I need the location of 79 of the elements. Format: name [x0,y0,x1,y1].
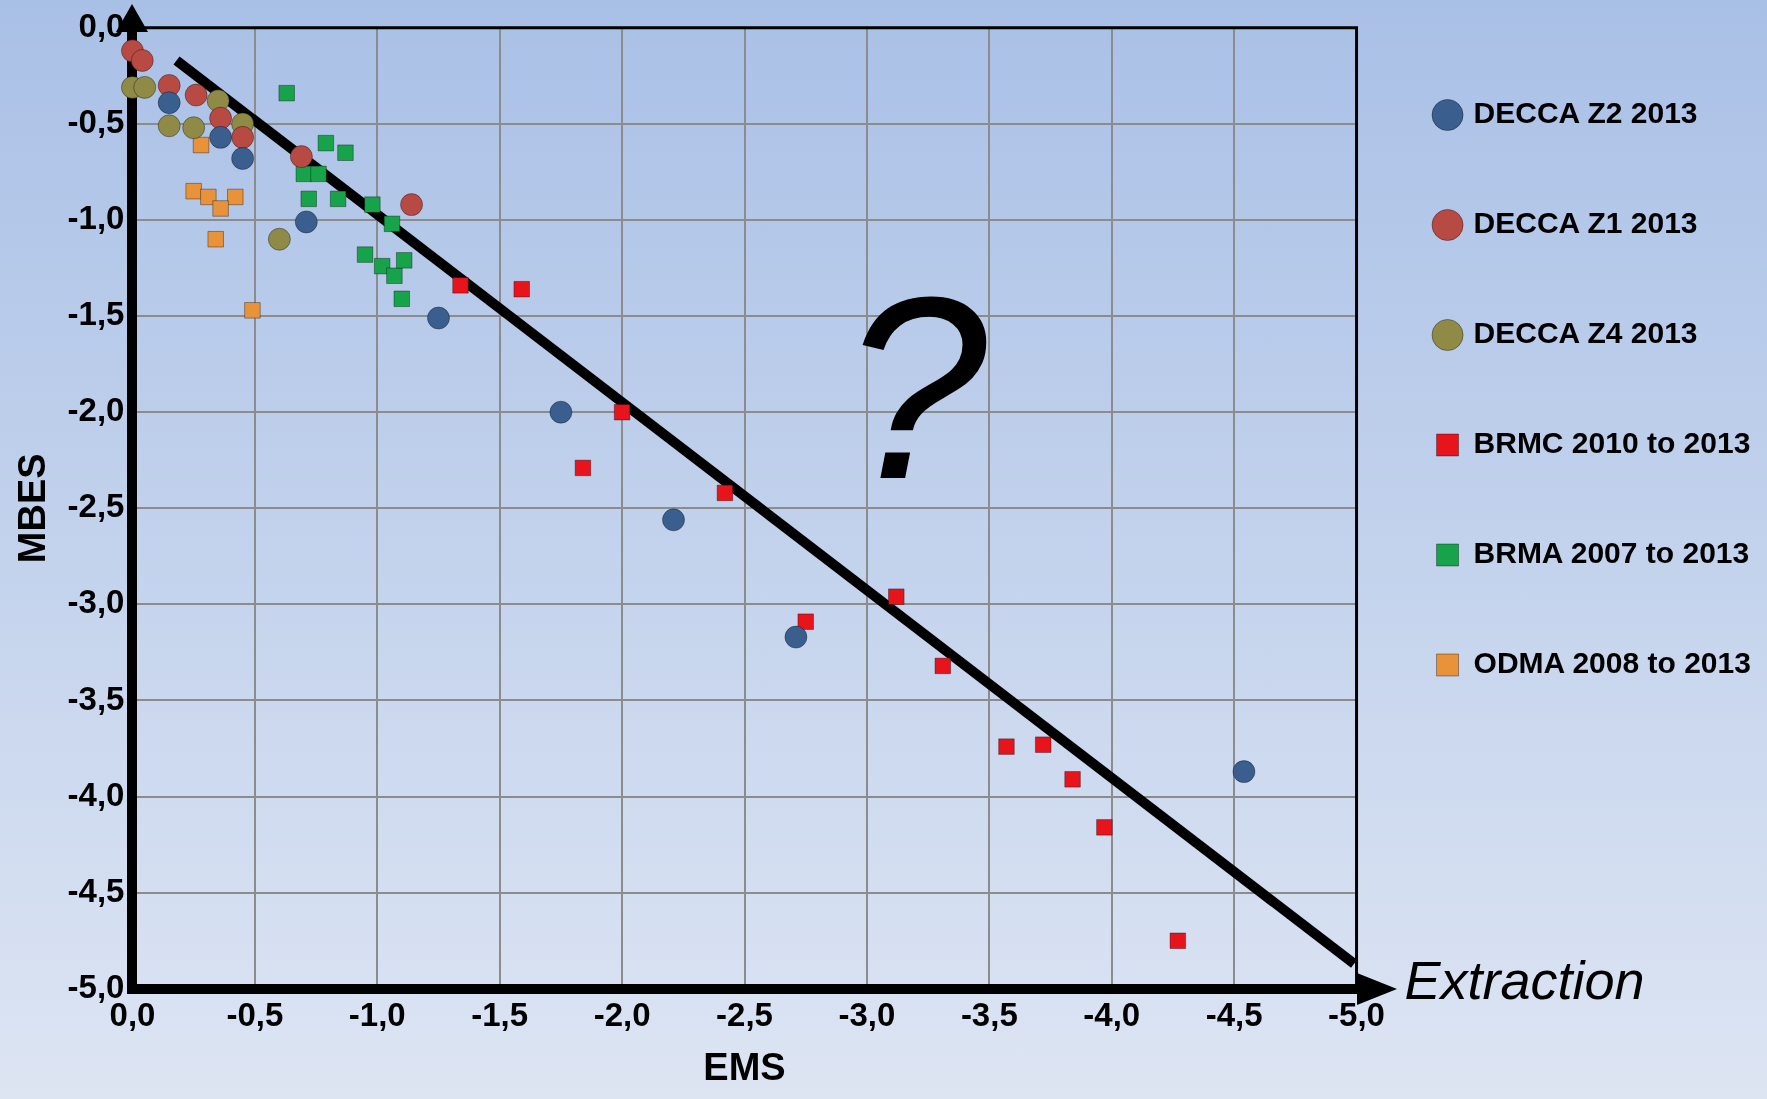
point [888,588,905,605]
point [278,84,295,102]
point [209,106,233,130]
point [184,83,208,107]
point [329,190,347,208]
point [133,75,157,99]
x-tick-label: -3,5 [960,995,1018,1033]
point [267,227,291,251]
point [613,403,631,421]
legend-label: DECCA Z2 2013 [1473,96,1698,130]
point [1034,736,1052,753]
x-tick-label: -4,5 [1205,995,1263,1033]
point [426,306,450,330]
legend-label: BRMA 2007 to 2013 [1473,536,1750,570]
point [231,125,255,149]
y-tick-label: -3,5 [67,679,125,717]
point [1169,932,1187,950]
x-axis-title: EMS [703,1045,786,1088]
x-tick-label: -4,0 [1083,995,1141,1033]
point [300,190,318,208]
point [157,114,181,138]
point [209,125,233,149]
point [549,400,573,424]
x-tick-label: -2,5 [716,995,773,1033]
point [998,738,1015,755]
y-tick-label: -1,5 [67,295,125,333]
y-axis-title: MBES [11,453,54,564]
point [294,210,318,234]
point [934,657,952,675]
point [393,290,411,308]
x-tick-label: -3,0 [838,995,896,1033]
y-tick-label: -2,0 [67,391,125,429]
point [364,196,381,213]
point [797,613,814,630]
point [574,459,592,477]
x-tick-label: -5,0 [1328,995,1385,1033]
point [212,200,229,217]
point [231,147,255,170]
point [289,145,313,169]
point [400,193,424,217]
point [317,134,335,152]
point [716,484,734,502]
point [337,144,354,162]
point [452,277,469,294]
x-tick-label: -2,0 [593,995,651,1033]
point [1064,771,1081,788]
annotation: ? [842,243,988,534]
point [207,230,224,248]
point [185,182,202,200]
point [157,91,181,115]
point [513,280,530,298]
point [130,48,154,72]
y-tick-label: -0,5 [67,102,125,140]
y-tick-label: -3,0 [67,583,125,621]
point [383,215,401,233]
x-tick-label: -1,5 [471,995,529,1033]
x-tick-label: -1,0 [348,995,406,1033]
point [1096,819,1113,836]
point [310,165,327,183]
legend-label: ODMA 2008 to 2013 [1473,646,1751,680]
point [395,252,413,269]
point [356,246,374,263]
point [784,625,808,649]
legend-label: BRMC 2010 to 2013 [1473,426,1751,460]
x-tick-label: -0,5 [226,995,284,1033]
y-tick-label: -4,0 [67,775,125,813]
text: Extraction [1404,948,1645,1011]
point [386,267,403,285]
legend-label: DECCA Z1 2013 [1473,206,1698,240]
y-tick-label: -2,5 [67,487,125,525]
y-tick-label: -1,0 [67,199,125,237]
legend-label: DECCA Z4 2013 [1473,316,1698,350]
point [662,508,686,532]
point [1232,760,1256,784]
y-tick-label: -4,5 [67,871,125,909]
point [200,188,217,206]
point [244,302,261,319]
point [182,116,206,140]
point [227,188,244,206]
